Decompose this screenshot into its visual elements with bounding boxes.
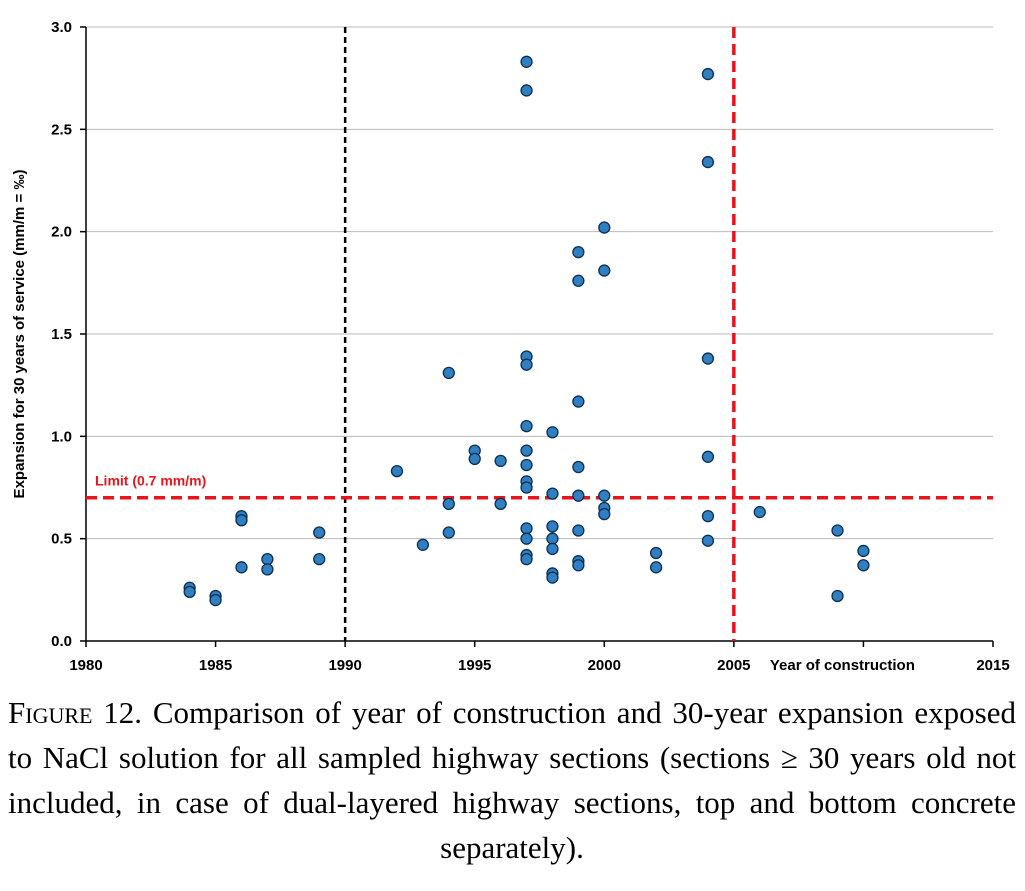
y-axis-title: Expansion for 30 years of service (mm/m … xyxy=(11,170,28,499)
figure-caption: Figure 12. Comparison of year of constru… xyxy=(8,690,1016,870)
data-point xyxy=(313,526,326,539)
data-point xyxy=(701,450,715,463)
axes xyxy=(80,26,994,647)
data-point xyxy=(520,532,533,545)
data-point xyxy=(442,366,455,380)
x-tick-label: 1980 xyxy=(69,657,102,674)
data-point xyxy=(598,264,611,277)
data-point xyxy=(416,538,430,551)
data-point xyxy=(649,561,663,574)
data-points xyxy=(183,55,870,607)
data-point xyxy=(313,552,326,566)
data-point xyxy=(546,426,559,439)
x-tick-label: 2015 xyxy=(976,657,1009,674)
data-point xyxy=(520,552,533,566)
data-point xyxy=(546,520,559,533)
axis-labels: 0.0 0.5 1.0 1.5 2.0 2.5 3.0 1980 1985 1990 1995 200… xyxy=(11,19,1010,674)
data-point xyxy=(520,358,533,371)
data-point xyxy=(520,419,533,433)
data-point xyxy=(701,510,715,523)
data-point xyxy=(209,593,222,607)
data-point xyxy=(520,522,533,535)
data-point xyxy=(701,534,715,547)
data-point xyxy=(572,395,585,408)
y-tick-label: 1.0 xyxy=(51,428,72,445)
data-point xyxy=(598,507,611,521)
data-point xyxy=(546,542,559,556)
data-point xyxy=(857,559,870,572)
y-tick-label: 3.0 xyxy=(51,19,72,36)
data-point xyxy=(183,585,196,599)
y-tick-label: 1.5 xyxy=(51,326,72,343)
data-point xyxy=(235,561,248,574)
data-point xyxy=(520,55,533,68)
data-point xyxy=(546,571,559,584)
x-tick-label: 1995 xyxy=(458,657,491,674)
data-point xyxy=(572,559,585,572)
data-point xyxy=(494,454,507,468)
data-point xyxy=(572,245,585,259)
data-point xyxy=(520,444,533,457)
data-point xyxy=(831,524,844,537)
data-point xyxy=(442,526,455,539)
reference-lines xyxy=(86,27,993,641)
data-point xyxy=(572,460,585,474)
x-tick-label: 2000 xyxy=(588,657,621,674)
y-tick-label: 2.5 xyxy=(51,121,72,138)
data-point xyxy=(701,155,715,169)
data-point xyxy=(261,552,274,566)
data-point xyxy=(753,505,766,519)
data-point xyxy=(649,546,663,560)
x-tick-label: 1985 xyxy=(199,657,232,674)
data-point xyxy=(572,274,585,287)
data-point xyxy=(520,458,533,472)
scatter-chart: 0.0 0.5 1.0 1.5 2.0 2.5 3.0 1980 1985 1990 1995 200… xyxy=(11,19,1010,674)
data-point xyxy=(598,221,611,234)
data-point xyxy=(468,452,481,465)
data-point xyxy=(831,589,844,603)
data-point xyxy=(261,563,274,576)
figure-label: Figure 12. xyxy=(8,695,143,730)
x-tick-label: 2005 xyxy=(717,657,750,674)
grid-lines xyxy=(86,26,993,540)
limit-label: Limit (0.7 mm/m) xyxy=(95,473,206,489)
data-point xyxy=(494,497,507,511)
data-point xyxy=(572,524,585,537)
y-tick-label: 0.5 xyxy=(51,531,72,548)
data-point xyxy=(520,84,533,97)
data-point xyxy=(572,489,585,502)
data-point xyxy=(598,489,611,502)
data-point xyxy=(442,497,455,511)
figure-caption-text: Comparison of year of construction and 3… xyxy=(8,695,1016,865)
y-tick-label: 2.0 xyxy=(51,224,72,241)
data-point xyxy=(520,481,533,494)
data-point xyxy=(546,532,559,545)
data-point xyxy=(701,352,715,365)
data-point xyxy=(701,67,715,81)
x-tick-label: 1990 xyxy=(328,657,361,674)
data-point xyxy=(390,464,404,478)
y-tick-label: 0.0 xyxy=(51,633,72,650)
data-point xyxy=(235,514,248,527)
x-axis-title: Year of construction xyxy=(770,657,915,674)
data-point xyxy=(857,544,870,558)
data-point xyxy=(546,487,559,500)
